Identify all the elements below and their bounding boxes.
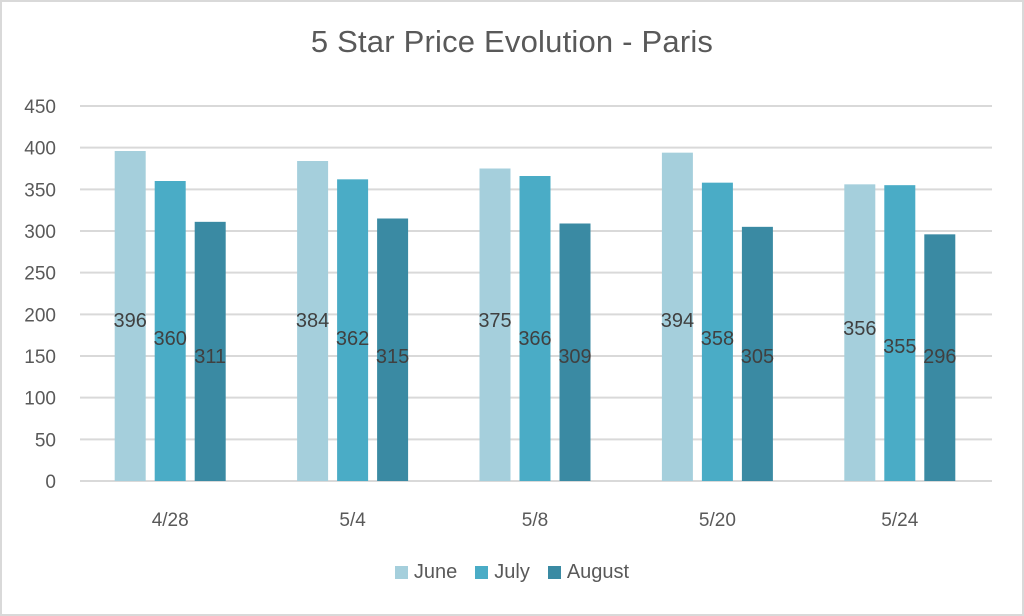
data-label: 315 xyxy=(376,346,409,368)
y-tick-label: 350 xyxy=(24,180,56,201)
x-tick-label: 5/24 xyxy=(881,510,918,531)
data-label: 394 xyxy=(661,310,694,332)
bar-july xyxy=(701,182,733,481)
x-tick-label: 4/28 xyxy=(152,510,189,531)
y-tick-label: 200 xyxy=(24,305,56,326)
data-label: 355 xyxy=(883,336,916,358)
legend: June July August xyxy=(0,561,1024,584)
bar-july xyxy=(337,179,369,482)
bar-june xyxy=(479,168,511,481)
y-tick-label: 450 xyxy=(24,97,56,118)
data-label: 362 xyxy=(336,328,369,350)
x-tick-label: 5/8 xyxy=(522,510,548,531)
legend-swatch-august xyxy=(547,566,561,579)
bar-june xyxy=(114,151,146,481)
data-label: 360 xyxy=(154,328,187,350)
data-label: 356 xyxy=(843,318,876,340)
legend-label: June xyxy=(413,561,458,583)
data-label: 309 xyxy=(558,346,591,368)
data-label: 311 xyxy=(194,346,226,368)
legend-swatch-july xyxy=(475,566,489,579)
bar-august xyxy=(924,234,956,481)
legend-item-july: July xyxy=(475,561,530,584)
bar-august xyxy=(194,221,226,482)
bar-june xyxy=(661,152,693,481)
y-tick-label: 150 xyxy=(24,347,56,368)
bar-june xyxy=(844,184,876,482)
legend-item-june: June xyxy=(394,561,458,584)
legend-item-august: August xyxy=(547,561,630,584)
bar-july xyxy=(519,176,551,481)
data-label: 358 xyxy=(701,328,734,350)
legend-swatch-june xyxy=(394,566,408,579)
x-tick-label: 5/20 xyxy=(699,510,736,531)
data-label: 396 xyxy=(114,310,147,332)
bar-june xyxy=(297,161,329,481)
bar-july xyxy=(154,181,186,481)
legend-label: July xyxy=(494,561,530,583)
y-tick-label: 250 xyxy=(24,264,56,285)
data-label: 296 xyxy=(923,346,956,368)
data-label: 375 xyxy=(478,310,511,332)
legend-label: August xyxy=(566,561,630,583)
bar-august xyxy=(377,218,409,481)
data-label: 305 xyxy=(741,346,774,368)
y-tick-label: 50 xyxy=(35,430,56,451)
y-tick-label: 300 xyxy=(24,222,56,243)
bar-august xyxy=(559,223,591,481)
data-label: 366 xyxy=(518,328,551,350)
bar-july xyxy=(884,185,916,481)
x-tick-label: 5/4 xyxy=(339,510,366,531)
y-tick-label: 0 xyxy=(45,472,56,493)
y-tick-label: 400 xyxy=(24,139,56,160)
data-label: 384 xyxy=(296,310,329,332)
chart-title: 5 Star Price Evolution - Paris xyxy=(310,24,714,59)
y-tick-label: 100 xyxy=(24,389,56,410)
bar-august xyxy=(741,226,773,481)
